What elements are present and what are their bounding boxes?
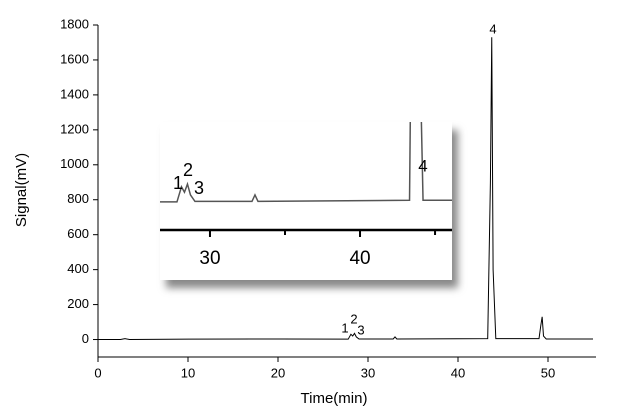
x-axis-title: Time(min)	[301, 390, 368, 407]
peak-label: 2	[350, 311, 357, 326]
x-tick-label: 10	[181, 365, 195, 380]
x-tick-label: 20	[271, 365, 285, 380]
y-tick-label: 200	[67, 296, 89, 311]
main-plot: 0 10 20 30 40 50 0 200 400 600 800 1000 1200 1400 1600…	[60, 16, 593, 380]
peak-label: 3	[357, 322, 364, 337]
peak-label: 4	[489, 21, 496, 36]
inset-peak-label: 3	[194, 178, 204, 198]
y-axis-title: Signal(mV)	[13, 153, 30, 227]
y-tick-label: 1800	[60, 16, 89, 31]
x-tick-label: 0	[94, 365, 101, 380]
y-tick-label: 800	[67, 191, 89, 206]
y-tick-label: 1400	[60, 86, 89, 101]
y-tick-label: 0	[82, 331, 89, 346]
inset-peak-label: 4	[418, 156, 427, 175]
inset-signal-line	[160, 122, 452, 203]
inset-peak-label: 2	[183, 160, 193, 180]
x-tick-label: 50	[541, 365, 555, 380]
inset-x-tick-label: 30	[199, 248, 220, 269]
y-tick-label: 1000	[60, 156, 89, 171]
inset-x-tick-label: 40	[349, 248, 370, 269]
peak-label: 1	[341, 320, 348, 335]
y-tick-label: 1200	[60, 121, 89, 136]
inset-peak-label: 1	[173, 173, 183, 193]
inset-plot: 30 40 123 4	[160, 122, 452, 269]
x-tick-label: 40	[451, 365, 465, 380]
y-tick-label: 600	[67, 226, 89, 241]
signal-line	[98, 37, 593, 341]
x-tick-label: 30	[361, 365, 375, 380]
y-tick-label: 400	[67, 261, 89, 276]
y-tick-label: 1600	[60, 51, 89, 66]
